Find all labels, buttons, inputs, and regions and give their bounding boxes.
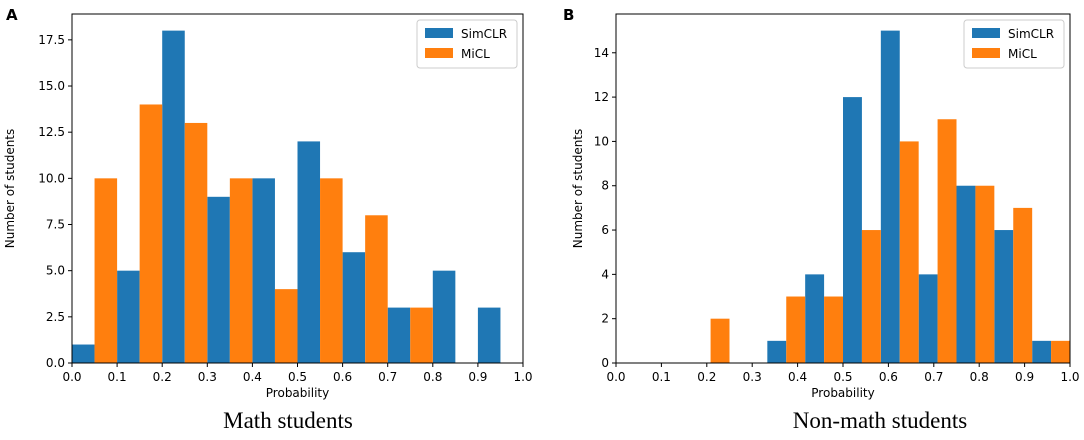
y-tick-label: 8 bbox=[601, 179, 609, 193]
y-tick-label: 12 bbox=[594, 90, 609, 104]
panel-caption: Math students bbox=[223, 408, 353, 433]
bar-simclr-2 bbox=[162, 30, 185, 364]
x-tick-label: 0.4 bbox=[243, 370, 262, 384]
bar-micl-3 bbox=[229, 178, 253, 363]
bar-simclr-4 bbox=[252, 178, 275, 363]
x-axis-label: Probability bbox=[811, 386, 874, 400]
x-tick-label: 0.7 bbox=[378, 370, 397, 384]
x-tick-label: 1.0 bbox=[513, 370, 532, 384]
y-tick-label: 10.0 bbox=[38, 171, 65, 185]
panel-a: A 0.0 0.1 0.2 0.3 0.4 0.5 0.6 0.7 0.8 0.9 1.0 0.0 2.5… bbox=[3, 6, 533, 433]
bar-micl-5 bbox=[824, 296, 843, 363]
bar-simclr-8 bbox=[432, 270, 456, 363]
x-tick-label: 0.4 bbox=[788, 370, 807, 384]
x-tick-label: 0.2 bbox=[697, 370, 716, 384]
y-tick-label: 2 bbox=[601, 312, 609, 326]
bar-simclr-9 bbox=[477, 307, 501, 363]
y-tick-label: 15.0 bbox=[38, 79, 65, 93]
x-tick-label: 0.3 bbox=[743, 370, 762, 384]
bar-micl-4 bbox=[274, 289, 298, 363]
y-axis-label: Number of students bbox=[571, 129, 585, 249]
x-tick-label: 0.6 bbox=[333, 370, 352, 384]
bar-micl-6 bbox=[861, 230, 881, 363]
bar-micl-11 bbox=[1051, 340, 1070, 363]
legend: SimCLR MiCL bbox=[416, 19, 518, 69]
y-tick-label: 10 bbox=[594, 134, 609, 148]
x-tick-label: 0.8 bbox=[423, 370, 442, 384]
legend-label-simclr: SimCLR bbox=[1008, 27, 1054, 41]
legend-label-micl: MiCL bbox=[1008, 47, 1037, 61]
panel-b: B 0.0 0.1 0.2 0.3 0.4 0.5 0.6 0.7 0.8 0.9 1.0 0 2 4 6 8 1… bbox=[563, 6, 1080, 433]
bar-simclr-5 bbox=[297, 141, 321, 363]
y-tick-label: 5.0 bbox=[46, 264, 65, 278]
x-tick-label: 0.9 bbox=[468, 370, 487, 384]
x-tick-label: 0.7 bbox=[924, 370, 943, 384]
bar-simclr-6 bbox=[342, 252, 366, 363]
bar-simclr-6 bbox=[843, 97, 862, 363]
bar-micl-9 bbox=[975, 185, 995, 363]
bar-simclr-1 bbox=[117, 270, 140, 363]
x-tick-label: 0.1 bbox=[108, 370, 127, 384]
x-tick-label: 1.0 bbox=[1060, 370, 1079, 384]
bar-micl-2 bbox=[710, 318, 730, 363]
bar-simclr-10 bbox=[994, 230, 1014, 363]
x-tick-label: 0.3 bbox=[198, 370, 217, 384]
x-tick-label: 0.0 bbox=[606, 370, 625, 384]
bar-simclr-8 bbox=[918, 274, 938, 363]
x-tick-label: 0.0 bbox=[62, 370, 81, 384]
x-tick-label: 0.9 bbox=[1015, 370, 1034, 384]
y-tick-label: 7.5 bbox=[46, 218, 65, 232]
bar-simclr-11 bbox=[1032, 340, 1052, 363]
panel-caption: Non-math students bbox=[793, 408, 967, 433]
bar-micl-2 bbox=[184, 122, 208, 363]
bar-micl-4 bbox=[786, 296, 806, 363]
bar-micl-7 bbox=[899, 141, 919, 363]
bar-micl-1 bbox=[139, 104, 163, 363]
y-axis-label: Number of students bbox=[3, 129, 17, 249]
y-tick-label: 4 bbox=[601, 267, 609, 281]
legend-swatch-simclr bbox=[972, 28, 1000, 38]
bar-micl-0 bbox=[94, 178, 118, 363]
bar-micl-8 bbox=[937, 119, 957, 363]
y-tick-label: 17.5 bbox=[38, 33, 65, 47]
x-tick-label: 0.8 bbox=[970, 370, 989, 384]
x-tick-label: 0.5 bbox=[288, 370, 307, 384]
bar-micl-6 bbox=[365, 215, 388, 363]
x-axis-label: Probability bbox=[266, 386, 329, 400]
legend-swatch-simclr bbox=[425, 28, 453, 38]
y-tick-label: 2.5 bbox=[46, 310, 65, 324]
legend-label-micl: MiCL bbox=[461, 47, 490, 61]
x-tick-label: 0.5 bbox=[833, 370, 852, 384]
y-tick-label: 0 bbox=[601, 356, 609, 370]
legend: SimCLR MiCL bbox=[963, 19, 1065, 69]
bar-simclr-7 bbox=[387, 307, 411, 363]
bar-simclr-5 bbox=[805, 274, 825, 363]
legend-label-simclr: SimCLR bbox=[461, 27, 507, 41]
y-tick-label: 14 bbox=[594, 46, 609, 60]
x-tick-label: 0.6 bbox=[879, 370, 898, 384]
bar-simclr-0 bbox=[72, 344, 95, 363]
bar-simclr-7 bbox=[880, 30, 900, 364]
bar-micl-10 bbox=[1013, 207, 1033, 363]
bar-micl-5 bbox=[320, 178, 343, 363]
x-tick-label: 0.2 bbox=[153, 370, 172, 384]
x-tick-label: 0.1 bbox=[652, 370, 671, 384]
bar-simclr-4 bbox=[767, 340, 787, 363]
legend-swatch-micl bbox=[972, 48, 1000, 58]
bar-simclr-9 bbox=[956, 185, 976, 363]
panel-letter: B bbox=[563, 6, 574, 24]
y-tick-label: 12.5 bbox=[38, 125, 65, 139]
y-tick-label: 0.0 bbox=[46, 356, 65, 370]
bar-simclr-3 bbox=[207, 196, 230, 363]
y-tick-label: 6 bbox=[601, 223, 609, 237]
panel-letter: A bbox=[6, 6, 18, 24]
legend-swatch-micl bbox=[425, 48, 453, 58]
bar-micl-7 bbox=[410, 307, 433, 363]
